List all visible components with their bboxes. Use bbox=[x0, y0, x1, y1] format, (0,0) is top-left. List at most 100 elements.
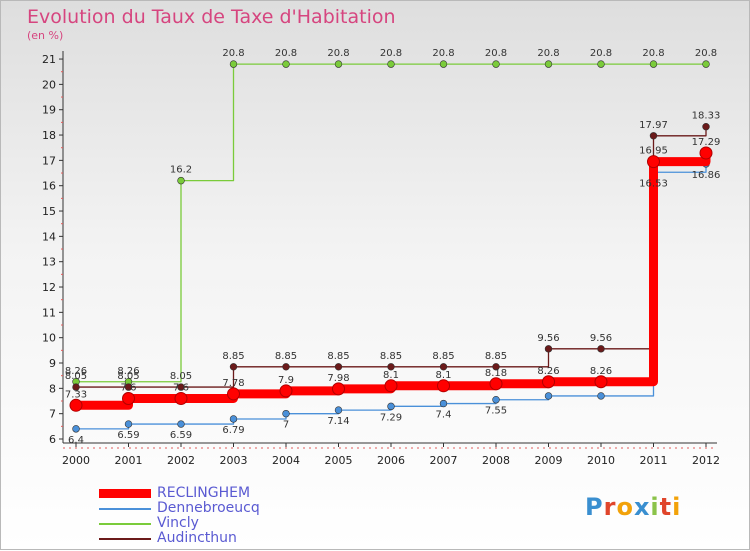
data-point-dennebroeucq bbox=[597, 392, 605, 400]
y-tick-label: 14 bbox=[42, 230, 56, 243]
data-point-reclinghem bbox=[437, 379, 450, 393]
data-point-dennebroeucq bbox=[282, 409, 290, 418]
data-point-audincthun bbox=[334, 363, 343, 371]
data-label-reclinghem: 7.6 bbox=[173, 382, 189, 393]
data-point-audincthun bbox=[282, 363, 290, 371]
data-point-vincly bbox=[439, 60, 448, 68]
legend-swatch bbox=[99, 522, 151, 525]
legend-label: RECLINGHEM bbox=[157, 485, 251, 501]
data-point-vincly bbox=[649, 60, 658, 68]
x-tick-label: 2003 bbox=[220, 454, 248, 467]
data-label-reclinghem: 8.1 bbox=[383, 370, 399, 381]
x-tick-label: 2008 bbox=[482, 454, 510, 467]
logo-letter: x bbox=[633, 493, 651, 521]
data-point-vincly bbox=[387, 60, 395, 68]
data-point-audincthun bbox=[387, 363, 395, 371]
data-label-audincthun: 8.85 bbox=[275, 351, 297, 362]
y-tick-label: 16 bbox=[42, 180, 56, 193]
data-label-audincthun: 9.56 bbox=[590, 333, 612, 344]
data-label-vincly: 8.26 bbox=[65, 366, 87, 377]
data-point-audincthun bbox=[439, 363, 448, 371]
x-tick-label: 2007 bbox=[430, 454, 458, 467]
data-label-audincthun: 9.56 bbox=[537, 333, 559, 344]
proxiti-logo: Proxiti bbox=[585, 493, 681, 521]
data-point-audincthun bbox=[177, 383, 185, 391]
y-tick-label: 10 bbox=[42, 332, 56, 345]
data-label-vincly: 20.8 bbox=[485, 48, 507, 59]
data-label-vincly: 20.8 bbox=[380, 48, 402, 59]
y-tick-label: 12 bbox=[42, 281, 56, 294]
data-point-dennebroeucq bbox=[124, 420, 133, 428]
data-label-audincthun: 8.05 bbox=[65, 371, 87, 382]
data-label-vincly: 16.2 bbox=[170, 165, 192, 176]
data-point-audincthun bbox=[649, 132, 658, 140]
data-label-reclinghem: 8.26 bbox=[590, 366, 612, 377]
data-label-dennebroeucq: 6.79 bbox=[222, 425, 244, 436]
data-label-dennebroeucq: 16.86 bbox=[692, 170, 721, 181]
logo-letter: P bbox=[585, 493, 604, 521]
x-tick-label: 2001 bbox=[115, 454, 143, 467]
data-label-reclinghem: 7.9 bbox=[278, 375, 294, 386]
data-label-dennebroeucq: 7 bbox=[283, 420, 289, 431]
data-label-audincthun: 17.97 bbox=[639, 120, 668, 131]
legend-label: Dennebroeucq bbox=[157, 500, 260, 516]
data-label-reclinghem: 8.26 bbox=[537, 366, 559, 377]
data-point-audincthun bbox=[597, 345, 605, 353]
y-tick-label: 7 bbox=[49, 408, 56, 421]
x-tick-label: 2011 bbox=[640, 454, 668, 467]
data-point-reclinghem bbox=[69, 398, 83, 412]
data-point-vincly bbox=[282, 60, 290, 68]
logo-letter: i bbox=[650, 493, 660, 521]
data-label-vincly: 20.8 bbox=[432, 48, 454, 59]
data-label-reclinghem: 7.98 bbox=[327, 373, 349, 384]
data-point-audincthun bbox=[544, 345, 553, 353]
data-point-reclinghem bbox=[542, 375, 555, 389]
data-point-dennebroeucq bbox=[387, 402, 395, 411]
y-tick-label: 17 bbox=[42, 154, 56, 167]
data-point-dennebroeucq bbox=[492, 396, 500, 404]
data-label-audincthun: 8.05 bbox=[170, 371, 192, 382]
data-label-vincly: 20.8 bbox=[642, 48, 664, 59]
data-point-reclinghem bbox=[279, 384, 293, 398]
data-point-reclinghem bbox=[489, 377, 503, 391]
legend-swatch bbox=[99, 489, 151, 498]
data-point-vincly bbox=[544, 60, 553, 68]
data-label-dennebroeucq: 6.59 bbox=[117, 430, 139, 441]
legend-item-reclinghem: RECLINGHEM bbox=[99, 486, 260, 501]
data-point-dennebroeucq bbox=[544, 392, 553, 400]
x-tick-label: 2005 bbox=[325, 454, 353, 467]
data-label-audincthun: 18.33 bbox=[692, 111, 721, 122]
data-label-vincly: 20.8 bbox=[695, 48, 717, 59]
data-label-dennebroeucq: 6.4 bbox=[68, 435, 84, 446]
data-point-dennebroeucq bbox=[334, 406, 343, 414]
data-point-reclinghem bbox=[122, 391, 135, 405]
data-label-dennebroeucq: 7.4 bbox=[436, 410, 452, 421]
data-label-audincthun: 8.85 bbox=[327, 351, 349, 362]
data-label-vincly: 20.8 bbox=[222, 48, 244, 59]
logo-letter: i bbox=[672, 493, 682, 521]
data-label-audincthun: 8.85 bbox=[222, 351, 244, 362]
data-point-vincly bbox=[597, 60, 605, 68]
x-tick-label: 2012 bbox=[692, 454, 720, 467]
chart-title: Evolution du Taux de Taxe d'Habitation bbox=[27, 6, 396, 28]
data-point-reclinghem bbox=[332, 382, 345, 396]
data-label-dennebroeucq: 6.59 bbox=[170, 430, 192, 441]
y-tick-label: 8 bbox=[49, 382, 56, 395]
x-tick-label: 2000 bbox=[62, 454, 90, 467]
data-label-dennebroeucq: 7.29 bbox=[380, 412, 402, 423]
chart-subtitle: (en %) bbox=[27, 29, 64, 42]
data-label-dennebroeucq: 7.55 bbox=[485, 406, 507, 417]
data-point-dennebroeucq bbox=[439, 399, 448, 408]
data-label-vincly: 20.8 bbox=[537, 48, 559, 59]
legend-item-dennebroeucq: Dennebroeucq bbox=[99, 501, 260, 516]
data-point-vincly bbox=[334, 60, 343, 68]
data-label-reclinghem: 7.78 bbox=[222, 378, 244, 389]
data-label-reclinghem: 16.95 bbox=[639, 146, 668, 157]
data-point-reclinghem bbox=[594, 375, 608, 389]
data-point-vincly bbox=[492, 60, 500, 68]
data-label-vincly: 20.8 bbox=[327, 48, 349, 59]
y-tick-label: 6 bbox=[49, 433, 56, 446]
data-label-audincthun: 8.85 bbox=[432, 351, 454, 362]
x-tick-label: 2004 bbox=[272, 454, 300, 467]
